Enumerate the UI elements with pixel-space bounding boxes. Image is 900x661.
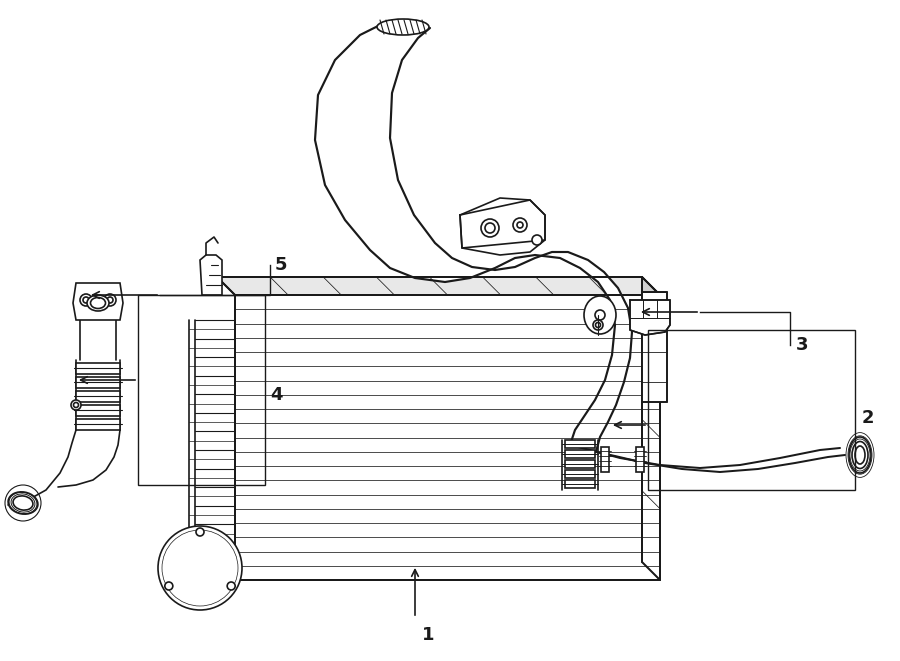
Circle shape — [104, 294, 116, 306]
Polygon shape — [636, 447, 644, 472]
Polygon shape — [565, 450, 595, 458]
Polygon shape — [565, 460, 595, 468]
Ellipse shape — [8, 492, 38, 514]
Ellipse shape — [91, 297, 105, 309]
Polygon shape — [565, 480, 595, 488]
Polygon shape — [642, 292, 667, 402]
Circle shape — [168, 536, 232, 600]
Polygon shape — [565, 470, 595, 478]
Circle shape — [196, 528, 204, 536]
Polygon shape — [565, 440, 595, 448]
Circle shape — [182, 550, 218, 586]
Ellipse shape — [584, 296, 616, 334]
Polygon shape — [601, 447, 609, 472]
Polygon shape — [76, 419, 120, 430]
Circle shape — [596, 323, 600, 327]
Circle shape — [593, 320, 603, 330]
Circle shape — [83, 297, 89, 303]
Polygon shape — [76, 363, 120, 374]
Text: 4: 4 — [270, 386, 283, 404]
Ellipse shape — [855, 446, 865, 464]
Circle shape — [595, 310, 605, 320]
Circle shape — [107, 297, 113, 303]
Circle shape — [485, 223, 495, 233]
Text: 2: 2 — [862, 409, 875, 427]
Polygon shape — [642, 277, 660, 580]
Circle shape — [513, 218, 527, 232]
Circle shape — [71, 400, 81, 410]
Polygon shape — [200, 255, 222, 295]
Circle shape — [481, 219, 499, 237]
Polygon shape — [76, 405, 120, 416]
Circle shape — [80, 294, 92, 306]
Circle shape — [158, 526, 242, 610]
Ellipse shape — [87, 295, 109, 311]
Text: 3: 3 — [796, 336, 808, 354]
Circle shape — [74, 403, 78, 407]
Ellipse shape — [14, 496, 33, 510]
Circle shape — [162, 530, 238, 606]
Text: 5: 5 — [275, 256, 287, 274]
Circle shape — [227, 582, 235, 590]
Ellipse shape — [852, 442, 868, 469]
Circle shape — [532, 235, 542, 245]
Polygon shape — [315, 25, 632, 452]
Text: 1: 1 — [422, 626, 435, 644]
Ellipse shape — [849, 437, 871, 473]
Polygon shape — [235, 295, 660, 580]
Polygon shape — [630, 300, 670, 335]
Circle shape — [517, 222, 523, 228]
Polygon shape — [73, 283, 123, 320]
Polygon shape — [76, 377, 120, 388]
Polygon shape — [217, 277, 660, 295]
Circle shape — [165, 582, 173, 590]
Polygon shape — [76, 391, 120, 402]
Ellipse shape — [377, 19, 429, 35]
Polygon shape — [460, 198, 545, 255]
